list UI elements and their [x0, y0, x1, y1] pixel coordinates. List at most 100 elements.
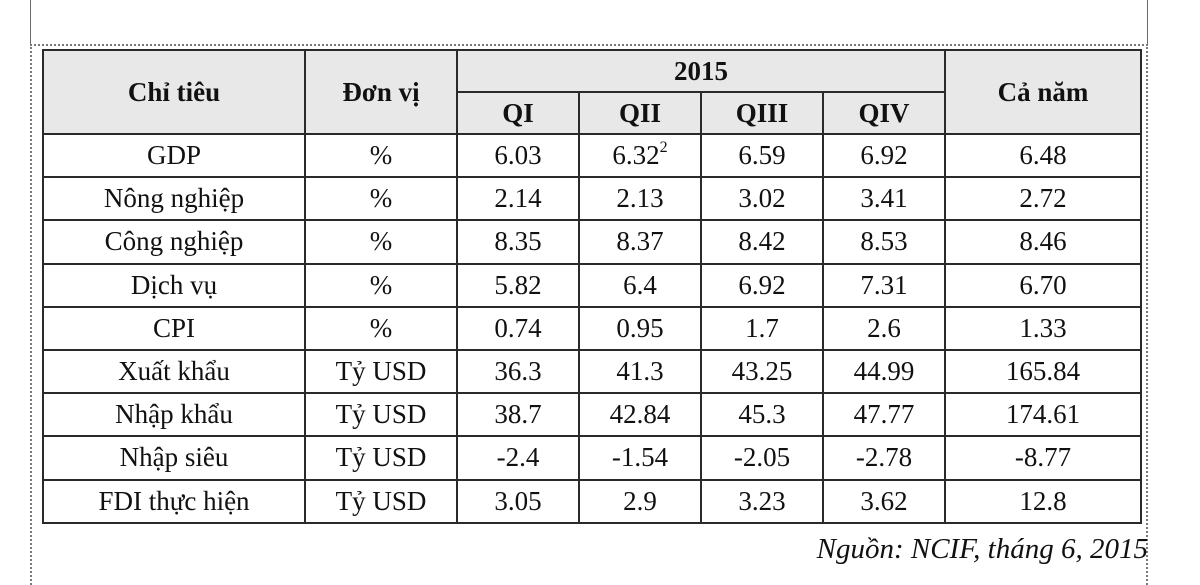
row-q3-text: 1.7	[745, 312, 779, 343]
row-full-year-cell: 1.33	[944, 305, 1142, 351]
row-q3-text: 6.59	[738, 140, 786, 171]
document-frame-top	[30, 0, 1148, 44]
header-full-year: Cả năm	[944, 49, 1142, 135]
document-frame-dotted	[30, 44, 1148, 585]
row-q2-text: 0.95	[616, 312, 664, 343]
row-indicator-text: Dịch vụ	[130, 269, 218, 300]
row-q2-text: 2.13	[616, 183, 664, 214]
row-q3-text: 45.3	[738, 399, 786, 430]
row-q1-text: 2.14	[494, 183, 542, 214]
header-indicator: Chỉ tiêu	[42, 49, 306, 135]
row-indicator-cell: GDP	[42, 132, 306, 179]
row-indicator-cell: Dịch vụ	[42, 262, 306, 308]
row-q4-text: 6.92	[860, 140, 908, 171]
row-q1-text: 8.35	[494, 226, 542, 257]
row-q2-cell: 41.3	[578, 348, 702, 395]
row-unit-cell: Tỷ USD	[304, 478, 458, 524]
header-quarter-3: QIII	[700, 91, 824, 135]
row-indicator-cell: Nhập siêu	[42, 435, 306, 481]
header-quarter-2: QII	[578, 91, 702, 135]
row-q3-cell: 1.7	[700, 305, 824, 351]
row-q3-text: 8.42	[738, 226, 786, 257]
row-unit-text: Tỷ USD	[335, 399, 427, 430]
table-row: FDI thực hiện Tỷ USD 3.05 2.9 3.23 3.62 12.8	[42, 478, 1142, 524]
row-q1-cell: 0.74	[456, 305, 580, 351]
source-note: Nguồn: NCIF, tháng 6, 2015	[816, 533, 1148, 565]
row-q2-cell: 8.37	[578, 219, 702, 265]
row-q3-cell: 3.02	[700, 176, 824, 222]
row-q1-text: 0.74	[494, 312, 542, 343]
row-full-year-cell: -8.77	[944, 435, 1142, 481]
row-full-year-text: -8.77	[1014, 442, 1072, 473]
row-full-year-cell: 6.48	[944, 132, 1142, 179]
row-full-year-text: 6.70	[1019, 269, 1067, 300]
row-indicator-text: Nông nghiệp	[103, 183, 245, 214]
row-full-year-text: 12.8	[1019, 485, 1067, 516]
table-row: GDP% 6.03 6.322 6.59 6.92 6.48	[42, 132, 1142, 179]
row-q4-text: 2.6	[867, 312, 901, 343]
row-q4-text: 47.77	[853, 399, 915, 430]
row-q3-cell: 8.42	[700, 219, 824, 265]
row-full-year-cell: 2.72	[944, 176, 1142, 222]
row-q2-text: 42.84	[609, 399, 671, 430]
row-unit-cell: %	[304, 176, 458, 222]
header-unit: Đơn vị	[304, 49, 458, 135]
row-q1-text: 5.82	[494, 269, 542, 300]
row-q1-text: 38.7	[494, 399, 542, 430]
row-q1-cell: 38.7	[456, 392, 580, 438]
row-unit-text: Tỷ USD	[335, 442, 427, 473]
row-q4-text: 3.62	[860, 485, 908, 516]
row-unit-cell: Tỷ USD	[304, 348, 458, 395]
row-q1-text: -2.4	[496, 442, 540, 473]
row-q3-text: -2.05	[733, 442, 791, 473]
row-q4-cell: 8.53	[822, 219, 946, 265]
row-full-year-text: 165.84	[1005, 356, 1081, 387]
row-q3-text: 3.23	[738, 485, 786, 516]
row-q2-cell: 6.322	[578, 132, 702, 179]
row-q4-text: 7.31	[860, 269, 908, 300]
row-q3-text: 43.25	[731, 356, 793, 387]
row-indicator-text: Nhập khẩu	[115, 399, 233, 430]
row-unit-cell: %	[304, 262, 458, 308]
row-unit-text: %	[369, 226, 393, 257]
row-indicator-text: FDI thực hiện	[98, 485, 250, 516]
row-unit-text: %	[369, 312, 393, 343]
row-indicator-text: CPI	[152, 312, 196, 343]
row-unit-text: %	[369, 140, 393, 171]
row-q1-cell: 36.3	[456, 348, 580, 395]
table-row: Nông nghiệp% 2.14 2.13 3.02 3.41 2.72	[42, 176, 1142, 222]
row-full-year-text: 6.48	[1019, 140, 1067, 171]
row-q2-text: 2.9	[623, 485, 657, 516]
row-q3-text: 3.02	[738, 183, 786, 214]
row-q4-cell: 2.6	[822, 305, 946, 351]
row-q2-text: 8.37	[616, 226, 664, 257]
row-q4-text: 8.53	[860, 226, 908, 257]
row-q4-cell: 7.31	[822, 262, 946, 308]
row-q4-cell: 3.41	[822, 176, 946, 222]
table-row: CPI% 0.74 0.95 1.7 2.6 1.33	[42, 305, 1142, 351]
row-unit-cell: Tỷ USD	[304, 435, 458, 481]
row-q1-cell: -2.4	[456, 435, 580, 481]
row-full-year-cell: 12.8	[944, 478, 1142, 524]
row-q1-cell: 5.82	[456, 262, 580, 308]
row-q2-text: 6.4	[623, 269, 657, 300]
row-full-year-cell: 8.46	[944, 219, 1142, 265]
row-unit-text: Tỷ USD	[335, 485, 427, 516]
row-q2-cell: 42.84	[578, 392, 702, 438]
economic-indicators-table: Chỉ tiêu Đơn vị 2015 Cả năm QI QII QIII …	[42, 49, 1142, 524]
row-q4-text: 3.41	[860, 183, 908, 214]
row-full-year-cell: 174.61	[944, 392, 1142, 438]
row-indicator-cell: FDI thực hiện	[42, 478, 306, 524]
row-indicator-text: Nhập siêu	[119, 442, 229, 473]
header-row-top: Chỉ tiêu Đơn vị 2015 Cả năm	[42, 49, 1142, 135]
row-q2-text: -1.54	[611, 442, 669, 473]
row-q2-text: 41.3	[616, 356, 664, 387]
row-indicator-cell: Xuất khẩu	[42, 348, 306, 395]
row-indicator-cell: CPI	[42, 305, 306, 351]
row-q3-cell: 6.92	[700, 262, 824, 308]
row-q4-cell: 6.92	[822, 132, 946, 179]
row-q1-cell: 2.14	[456, 176, 580, 222]
row-full-year-text: 8.46	[1019, 226, 1067, 257]
row-full-year-text: 1.33	[1019, 312, 1067, 343]
row-q4-text: 44.99	[853, 356, 915, 387]
